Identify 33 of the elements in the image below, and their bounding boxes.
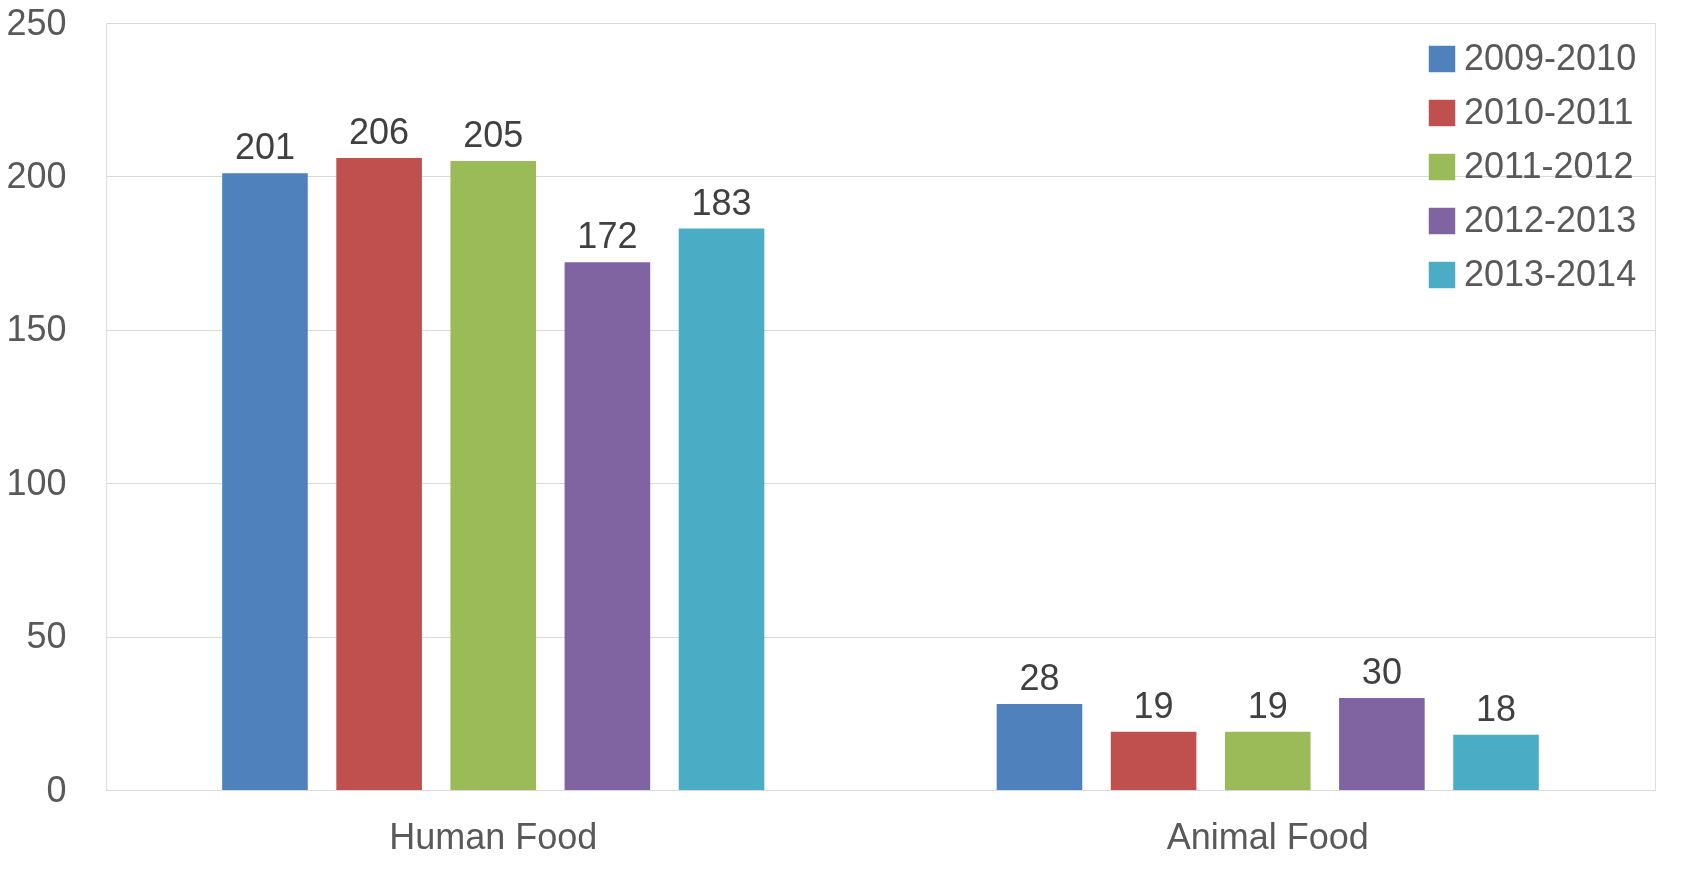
data-label: 19 xyxy=(1247,684,1288,726)
bar xyxy=(996,704,1083,790)
y-tick-label: 100 xyxy=(6,461,67,503)
data-label: 19 xyxy=(1133,684,1174,726)
y-tick-label: 250 xyxy=(6,1,67,43)
bar xyxy=(450,161,537,790)
data-label: 28 xyxy=(1019,657,1060,699)
bar xyxy=(564,262,651,790)
legend-label: 2010-2011 xyxy=(1464,91,1634,132)
bar xyxy=(1453,734,1539,790)
data-label: 183 xyxy=(691,181,752,223)
data-label: 205 xyxy=(463,114,524,156)
data-label: 18 xyxy=(1476,687,1517,729)
bar xyxy=(1224,731,1311,790)
bar xyxy=(1110,731,1197,790)
y-tick-label: 50 xyxy=(26,615,67,657)
bar xyxy=(678,228,765,790)
y-tick-label: 150 xyxy=(6,308,67,350)
x-tick-label: Animal Food xyxy=(1166,815,1369,857)
y-tick-label: 200 xyxy=(6,154,67,196)
y-tick-label: 0 xyxy=(46,768,67,810)
legend-label: 2013-2014 xyxy=(1464,253,1637,294)
bar xyxy=(336,157,422,790)
legend-label: 2009-2010 xyxy=(1464,37,1637,78)
bar xyxy=(1339,697,1425,790)
data-label: 201 xyxy=(234,126,296,168)
data-label: 206 xyxy=(349,110,410,152)
bar xyxy=(222,173,308,790)
x-tick-label: Human Food xyxy=(389,815,598,857)
data-label: 172 xyxy=(577,215,638,257)
legend-label: 2011-2012 xyxy=(1464,145,1634,186)
data-label: 30 xyxy=(1361,650,1402,692)
legend-label: 2012-2013 xyxy=(1464,199,1637,240)
